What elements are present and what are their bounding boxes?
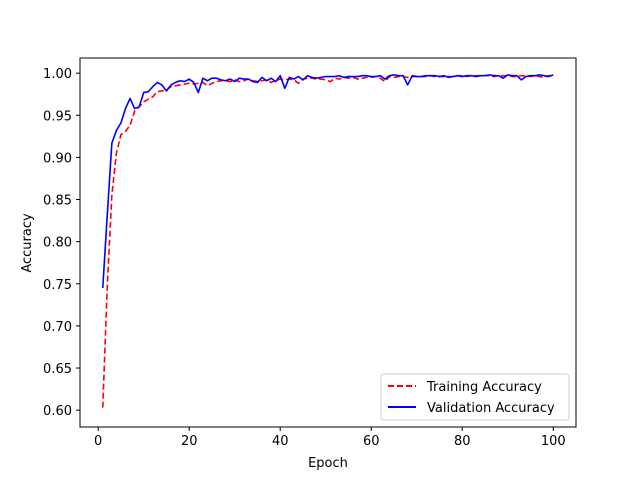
x-tick-label: 100 — [541, 434, 566, 449]
y-tick-label: 0.80 — [43, 236, 72, 251]
x-tick-label: 20 — [181, 434, 198, 449]
y-tick-label: 0.65 — [43, 362, 72, 377]
x-tick-label: 60 — [363, 434, 380, 449]
y-tick-label: 0.85 — [43, 194, 72, 209]
y-tick-label: 0.70 — [43, 320, 72, 335]
legend-label-validation: Validation Accuracy — [427, 401, 555, 416]
x-tick-label: 40 — [272, 434, 289, 449]
y-axis-label: Accuracy — [20, 213, 35, 273]
x-axis-label: Epoch — [308, 456, 348, 471]
x-tick-label: 80 — [454, 434, 471, 449]
legend-label-training: Training Accuracy — [426, 380, 542, 395]
legend: Training Accuracy Validation Accuracy — [380, 373, 570, 421]
x-tick-label: 0 — [94, 434, 102, 449]
y-ticks: 0.60 0.65 0.70 0.75 0.80 0.85 0.90 0.95 1.00 — [43, 67, 80, 419]
y-tick-label: 0.90 — [43, 151, 72, 166]
legend-box — [380, 373, 570, 421]
y-tick-label: 0.95 — [43, 109, 72, 124]
plot-area — [80, 58, 576, 427]
y-tick-label: 0.75 — [43, 278, 72, 293]
plot-frame — [79, 57, 577, 428]
y-tick-label: 0.60 — [43, 404, 72, 419]
y-tick-label: 1.00 — [43, 67, 72, 82]
series-line-validation — [101, 74, 554, 289]
x-ticks: 0 20 40 60 80 100 — [94, 427, 566, 449]
series-layer — [101, 74, 554, 408]
